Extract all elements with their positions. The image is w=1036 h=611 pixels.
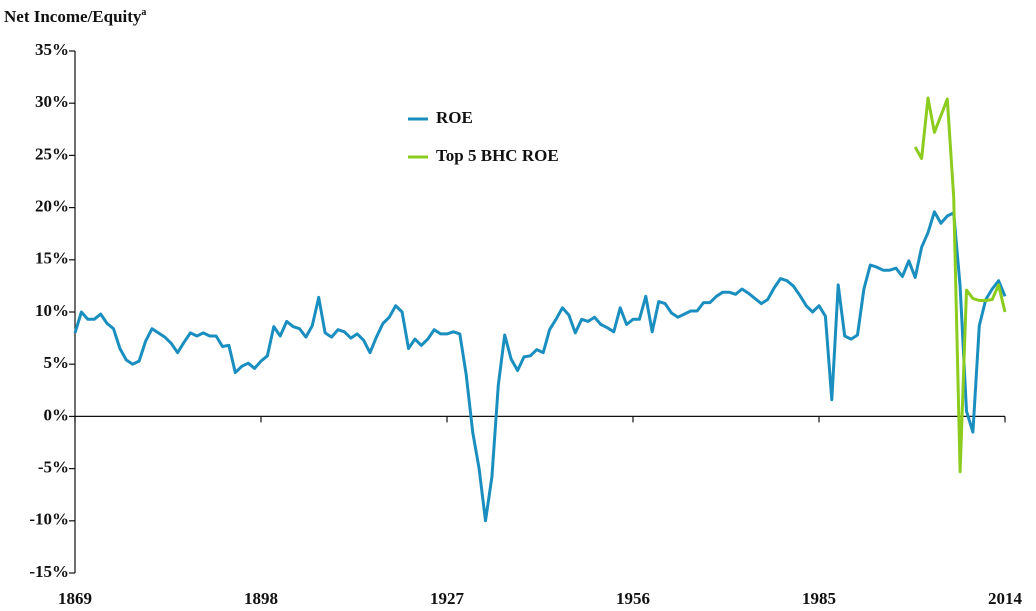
title-superscript: a bbox=[141, 7, 146, 18]
legend-label: Top 5 BHC ROE bbox=[436, 146, 559, 165]
y-tick-label: 20% bbox=[35, 197, 69, 216]
legend-label: ROE bbox=[436, 108, 473, 127]
x-tick-label: 1869 bbox=[58, 589, 92, 608]
y-tick-label: 25% bbox=[35, 144, 69, 163]
x-tick-label: 2014 bbox=[988, 589, 1023, 608]
series-line bbox=[73, 210, 1007, 523]
y-tick-label: 35% bbox=[35, 40, 69, 59]
y-tick-label: -5% bbox=[38, 458, 69, 477]
x-tick-label: 1956 bbox=[616, 589, 650, 608]
series-line bbox=[913, 96, 1007, 474]
y-tick-label: 30% bbox=[35, 92, 69, 111]
x-tick-label: 1985 bbox=[802, 589, 836, 608]
y-tick-label: 5% bbox=[44, 353, 70, 372]
x-tick-label: 1927 bbox=[430, 589, 465, 608]
chart-title: Net Income/Equitya bbox=[4, 7, 146, 26]
title-text: Net Income/Equity bbox=[4, 7, 142, 26]
y-tick-label: 10% bbox=[35, 301, 69, 320]
y-tick-label: -10% bbox=[29, 510, 69, 529]
x-tick-label: 1898 bbox=[244, 589, 278, 608]
y-tick-label: 15% bbox=[35, 249, 69, 268]
y-tick-label: 0% bbox=[44, 405, 70, 424]
y-tick-label: -15% bbox=[29, 562, 69, 581]
